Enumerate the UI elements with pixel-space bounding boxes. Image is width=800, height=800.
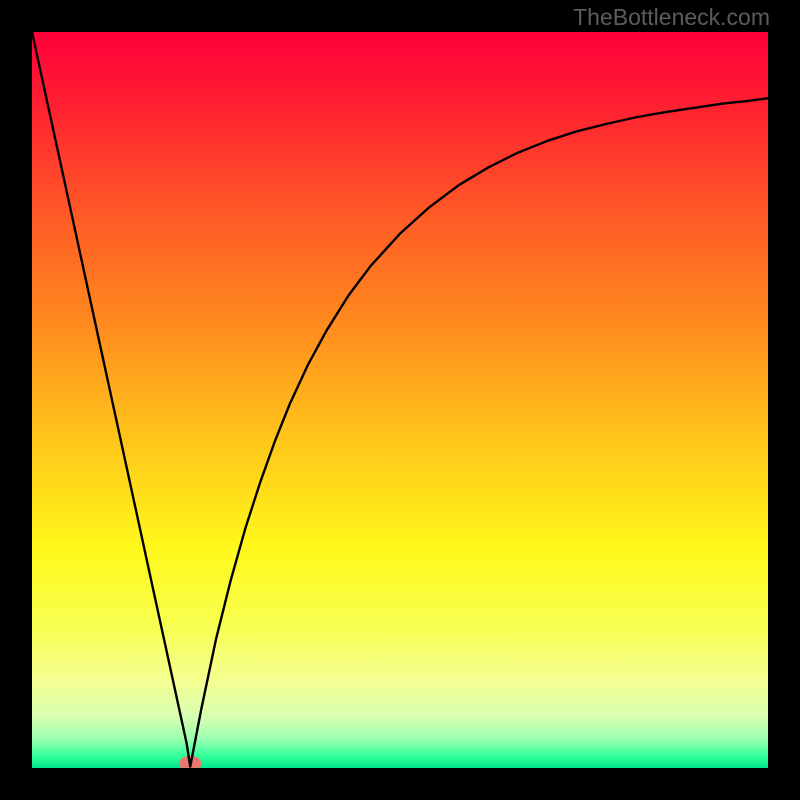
gradient-background (32, 32, 768, 768)
heatmap-plot (32, 32, 768, 768)
watermark-text: TheBottleneck.com (573, 4, 770, 31)
chart-frame: TheBottleneck.com (0, 0, 800, 800)
